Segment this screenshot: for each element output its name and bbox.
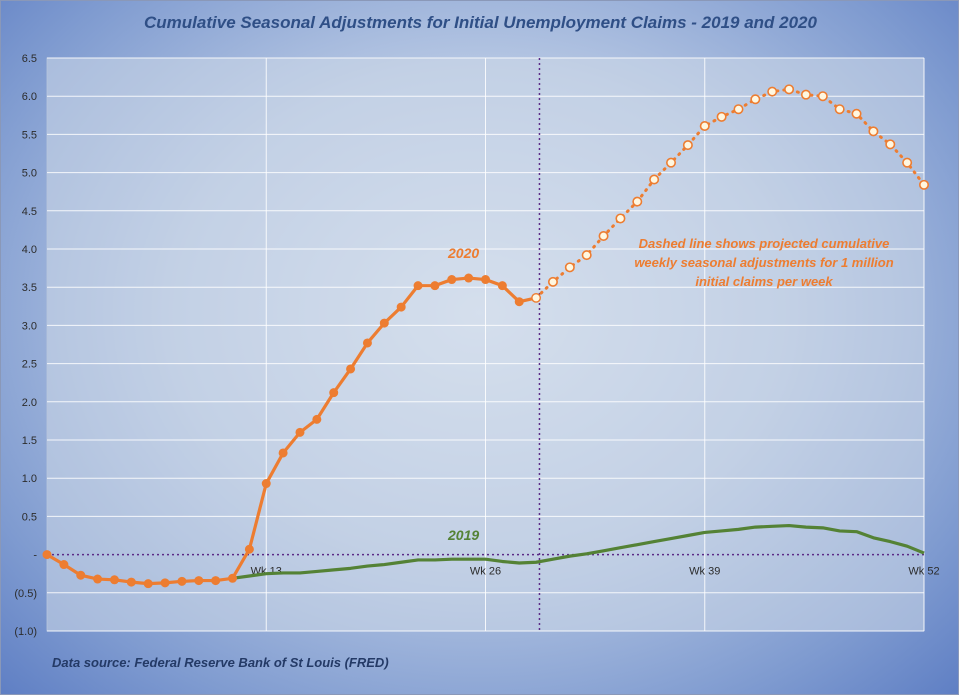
gridlines <box>47 57 925 632</box>
label-2020: 2020 <box>447 245 479 261</box>
projection-note-line-3: initial claims per week <box>695 274 833 289</box>
series-2020-point <box>93 574 103 584</box>
series-2020-projected-point <box>649 174 660 185</box>
series-2020-point <box>396 302 406 312</box>
y-tick-label: 3.0 <box>22 320 37 332</box>
projection-note-line-1: Dashed line shows projected cumulative <box>639 236 890 251</box>
series-2020-point <box>177 576 187 586</box>
y-tick-label: 2.5 <box>22 359 37 371</box>
x-tick-label: Wk 26 <box>470 566 501 578</box>
series-2020-projected-point <box>682 140 693 151</box>
series-2020-point <box>126 577 136 587</box>
series-2020-point <box>194 576 204 586</box>
y-tick-label: 1.0 <box>22 473 37 485</box>
data-source: Data source: Federal Reserve Bank of St … <box>52 655 389 670</box>
series-2020-point <box>464 273 474 283</box>
series-2020-projected-point <box>598 231 609 242</box>
series-2020-point <box>481 275 491 285</box>
y-tick-label: 6.5 <box>22 53 37 65</box>
series-2020-point <box>261 479 271 489</box>
series-2020-point <box>211 576 221 586</box>
series-2020-projected-point <box>699 120 710 131</box>
series-2020-point <box>346 364 356 374</box>
series-2020-point <box>42 550 52 560</box>
series-2020-projected-point <box>750 94 761 105</box>
series-2020-projected-point <box>868 126 879 137</box>
series-2020-point <box>514 297 524 307</box>
series-2020-projected-point <box>547 276 558 287</box>
series-2020-point <box>312 414 322 424</box>
series-2019-line <box>232 523 925 580</box>
y-tick-label: 6.0 <box>22 91 37 103</box>
y-tick-label: 0.5 <box>22 511 37 523</box>
projection-note-line-2: weekly seasonal adjustments for 1 millio… <box>634 255 893 270</box>
series-2020-projected-point <box>767 86 778 97</box>
series-2020-point <box>413 281 423 291</box>
series-2020-projected-point <box>851 108 862 119</box>
series-layer <box>42 84 929 589</box>
label-2019: 2019 <box>447 527 479 543</box>
series-2020-point <box>59 560 69 570</box>
y-tick-label: (0.5) <box>14 588 37 600</box>
series-2020-projected-point <box>564 262 575 273</box>
series-2020-point <box>379 318 389 328</box>
series-2020-point <box>295 427 305 437</box>
series-2020-point <box>109 575 119 585</box>
y-tick-label: 2.0 <box>22 397 37 409</box>
y-tick-label: 5.5 <box>22 129 37 141</box>
series-2020-projected-point <box>716 111 727 122</box>
y-tick-label: 4.0 <box>22 244 37 256</box>
series-2020-point <box>531 292 541 303</box>
series-2020-point <box>278 448 288 458</box>
chart-title: Cumulative Seasonal Adjustments for Init… <box>144 13 817 32</box>
x-tick-label: Wk 52 <box>908 566 939 578</box>
series-2020-projected-point <box>918 179 929 190</box>
series-2020-projected-point <box>817 91 828 102</box>
y-tick-label: 1.5 <box>22 435 37 447</box>
x-axis-ticks: Wk 13 Wk 26 Wk 39 Wk 52 <box>251 566 940 578</box>
series-2020-point <box>497 281 507 291</box>
series-2020-projected-point <box>800 89 811 100</box>
series-2020-point <box>143 579 153 589</box>
series-2020-point <box>362 338 372 348</box>
series-2020-projected-point <box>834 104 845 115</box>
series-2020-point <box>244 544 254 554</box>
series-2020-point <box>160 578 170 588</box>
series-2020-projected-point <box>615 213 626 224</box>
y-tick-label: - <box>33 550 37 562</box>
x-tick-label: Wk 39 <box>689 566 720 578</box>
series-2020-projected-point <box>581 250 592 261</box>
series-2020-projected-point <box>666 157 677 168</box>
series-2020-projected-point <box>885 139 896 150</box>
series-2020-projected-point <box>902 157 913 168</box>
y-tick-label: (1.0) <box>14 626 37 638</box>
series-2020-projected-point <box>733 104 744 115</box>
series-2020-projected-point <box>784 84 795 95</box>
y-tick-label: 5.0 <box>22 168 37 180</box>
y-axis-ticks: 6.5 6.0 5.5 5.0 4.5 4.0 3.5 3.0 2.5 2.0 1.5 1.0 0.5 -… <box>14 53 37 638</box>
series-2020-point <box>430 281 440 291</box>
series-2020-projected-point <box>632 196 643 207</box>
series-2020-point <box>447 275 457 285</box>
y-tick-label: 4.5 <box>22 206 37 218</box>
series-2020-point <box>76 570 86 580</box>
series-2020-point <box>329 388 339 398</box>
series-2020-point <box>228 573 238 583</box>
y-tick-label: 3.5 <box>22 282 37 294</box>
